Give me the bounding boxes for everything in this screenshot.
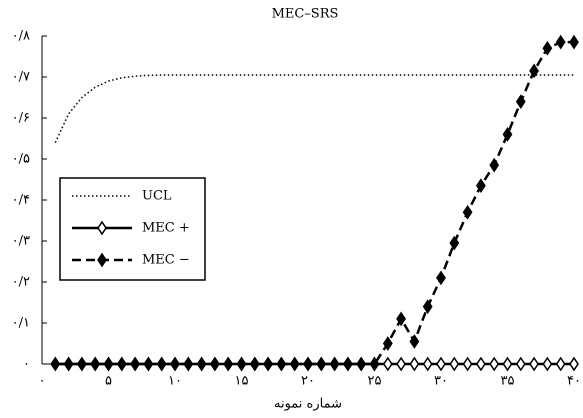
y-tick-label: ۰/۷ [12,70,30,85]
marker [489,356,500,372]
marker [502,127,513,142]
marker [449,235,460,251]
x-tick-label: ۲۵ [368,374,382,389]
marker [475,178,486,194]
y-tick-label: ۰/۸ [12,29,30,44]
marker [529,356,540,372]
x-tick-label: ۲۰ [301,374,315,389]
x-tick-label: ۱۵ [235,374,249,389]
marker [529,63,540,79]
x-tick-label: ۳۰ [434,374,448,389]
marker [475,356,486,372]
series-line [54,74,574,143]
series-line [55,40,574,366]
y-tick-label: ۰/۱ [12,316,30,331]
y-tick-label: ۰/۵ [12,152,30,167]
marker [263,356,274,372]
legend-label: MEC − [142,253,190,268]
marker [569,356,579,372]
marker [462,204,473,220]
marker [50,356,61,372]
marker [515,356,526,372]
marker [103,356,114,372]
marker [196,356,207,372]
marker [436,356,446,372]
marker [542,356,553,372]
marker [170,356,180,372]
legend-marker [97,252,107,268]
marker [489,157,500,173]
marker [249,356,260,372]
marker [303,356,313,372]
marker [116,356,127,372]
x-tick-label: ۳۵ [501,374,515,389]
marker [502,356,513,372]
marker [436,270,446,286]
marker [356,356,367,372]
marker [382,336,393,351]
x-tick-label: ۱۰ [168,374,182,389]
marker [76,356,87,372]
marker [316,356,327,372]
marker [382,356,393,372]
y-tick-label: ۰/۲ [12,275,30,290]
legend-marker [97,220,107,236]
marker [342,356,353,372]
marker [462,356,473,372]
marker [223,356,234,372]
marker [555,356,566,372]
chart-title: MEC–SRS [272,7,339,22]
marker [90,356,101,372]
marker [130,356,141,372]
marker [276,356,287,372]
y-tick-label: ۰/۳ [12,234,30,249]
legend-label: MEC + [142,221,190,236]
marker [329,356,340,372]
marker [183,356,194,372]
marker [396,311,407,327]
marker [422,299,433,314]
marker [542,40,553,56]
x-axis-label: شماره نمونه [274,397,342,412]
marker [409,356,420,372]
x-tick-label: ۵ [105,374,112,389]
marker [369,356,380,372]
marker [236,356,247,372]
marker [409,334,420,349]
marker [422,356,433,372]
marker [569,34,579,50]
marker [63,356,74,372]
x-tick-label: ۴۰ [567,374,581,389]
marker [515,94,526,109]
marker [555,34,566,50]
marker [396,356,407,372]
y-tick-label: ۰/۶ [12,111,30,126]
marker [143,356,154,372]
legend-label: UCL [142,189,172,204]
marker [156,356,167,372]
marker [209,356,220,372]
y-tick-label: ۰ [23,357,30,372]
marker [289,356,300,372]
y-tick-label: ۰/۴ [12,193,30,208]
x-tick-label: ۰ [39,374,46,389]
marker [449,356,460,372]
